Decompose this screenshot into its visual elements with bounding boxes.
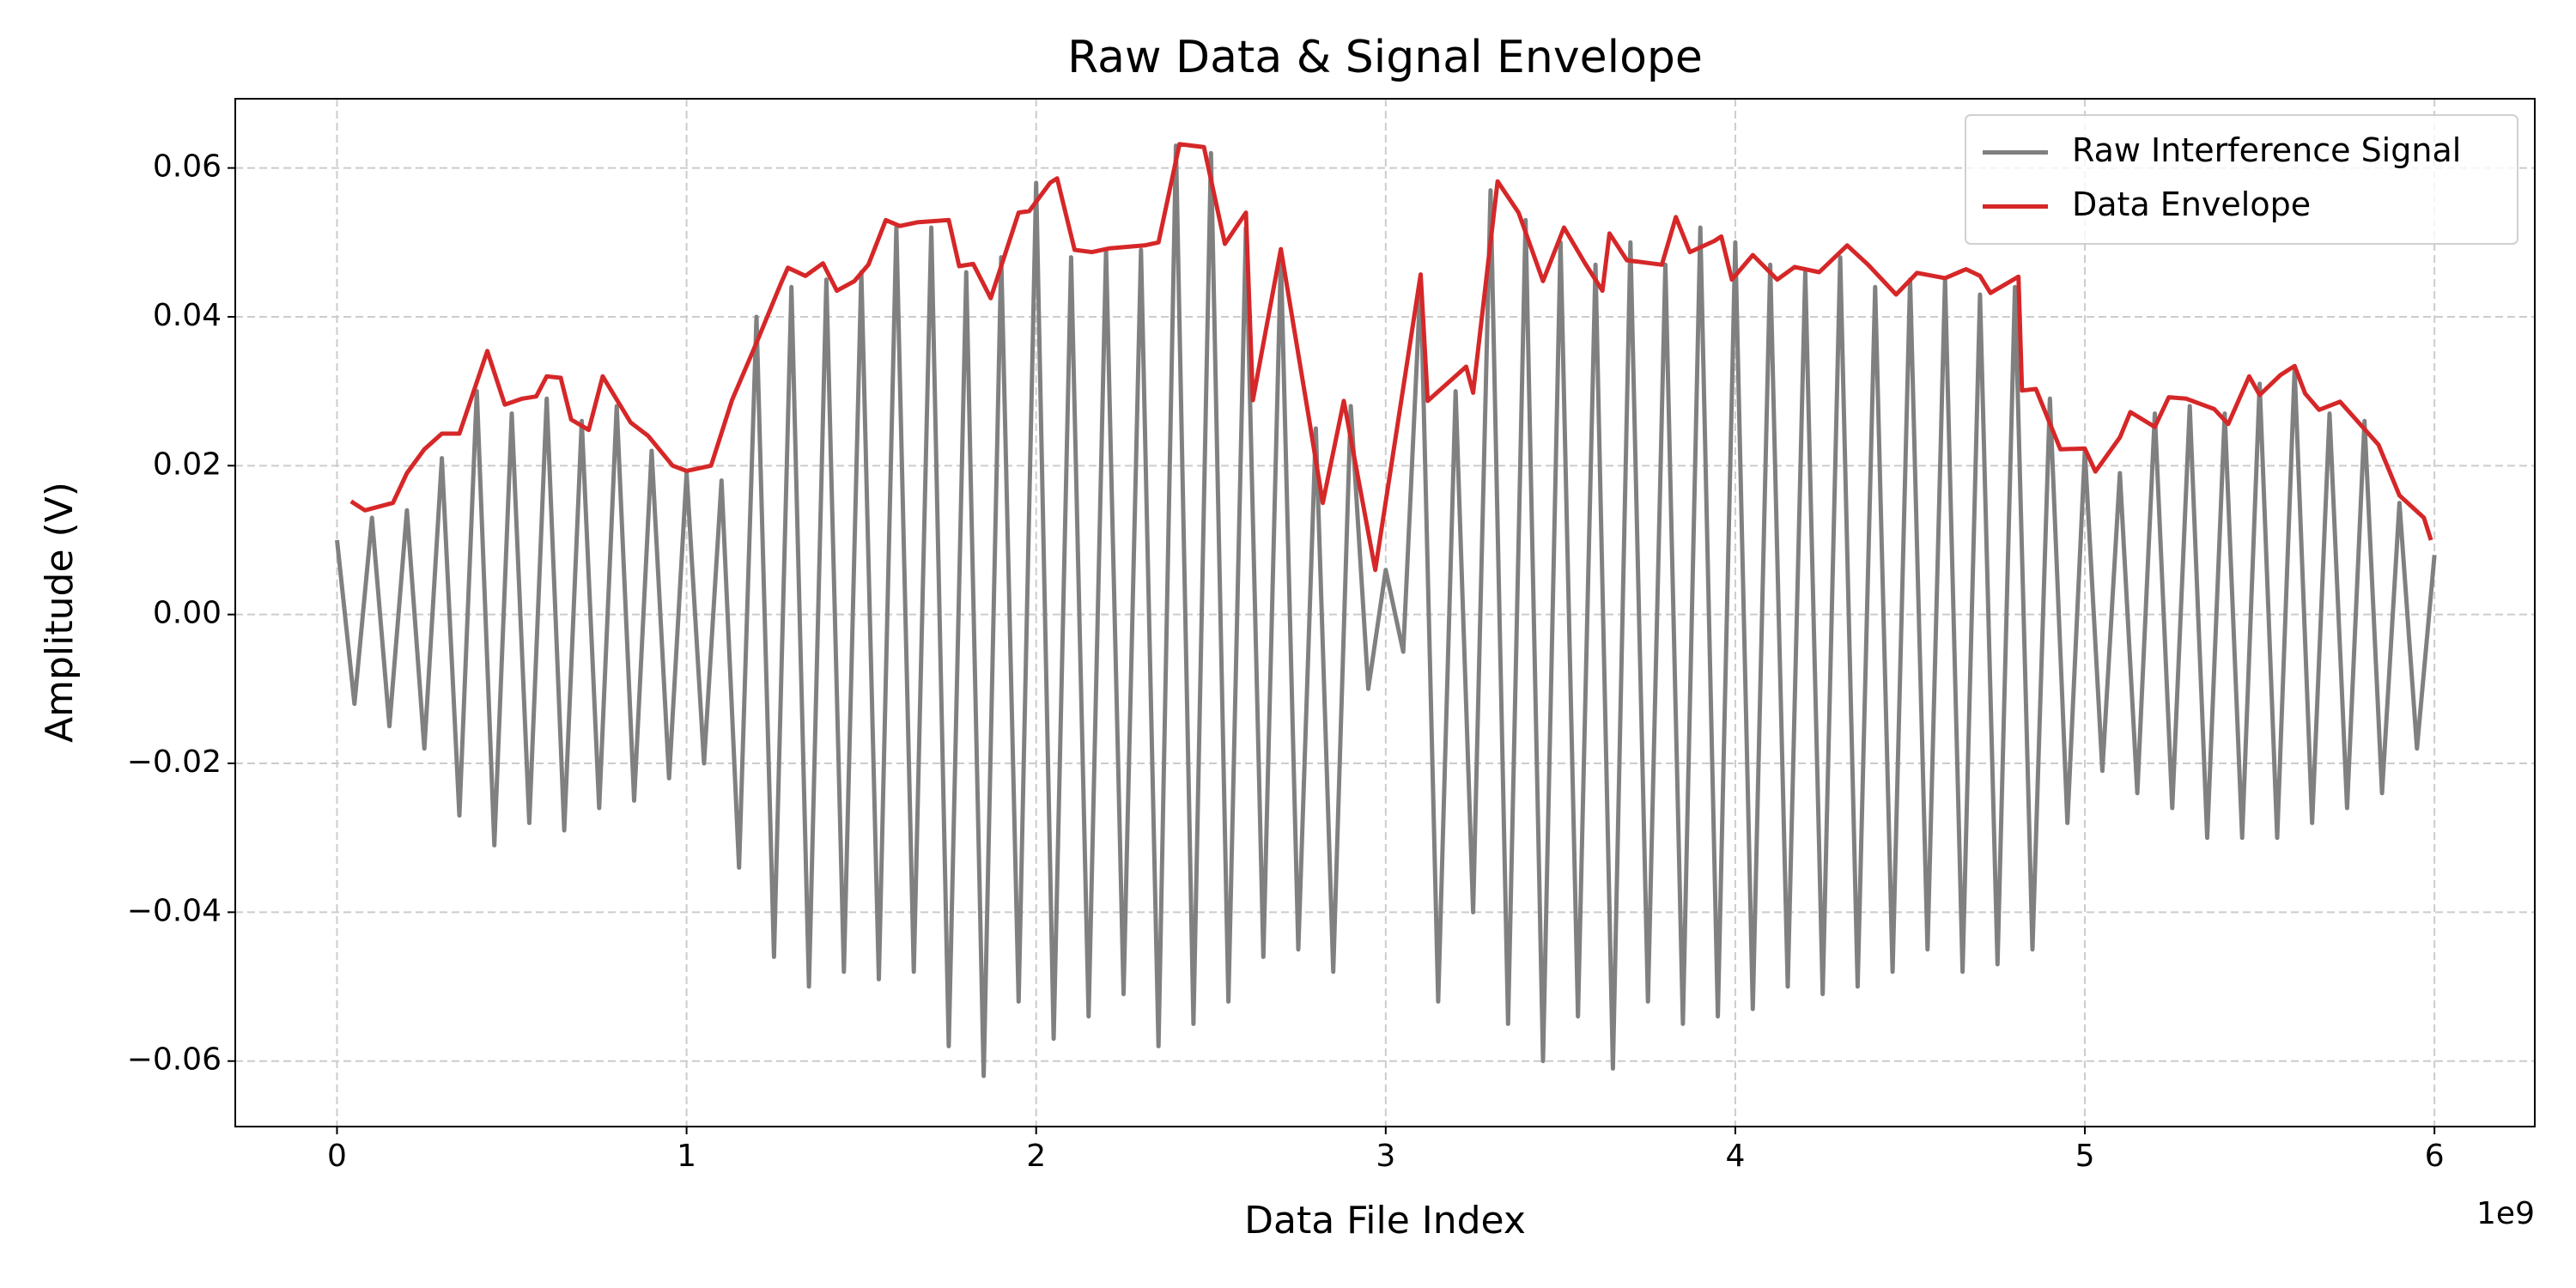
- y-tick-label: 0.04: [153, 298, 222, 333]
- x-tick-label: 6: [2425, 1139, 2445, 1174]
- legend-label: Raw Interference Signal: [2072, 131, 2461, 169]
- chart-title: Raw Data & Signal Envelope: [1067, 32, 1703, 83]
- series-line: [349, 142, 2433, 573]
- x-tick-label: 0: [327, 1139, 347, 1174]
- ticks: 0 1 2 3 4 5 6 −0.06 −0.04 −0.02 0.00 0.02 0.04 0.06: [127, 149, 2445, 1174]
- x-tick-label: 5: [2075, 1139, 2095, 1174]
- y-tick-label: 0.00: [153, 596, 222, 631]
- x-tick-label: 1: [677, 1139, 696, 1174]
- x-tick-label: 3: [1376, 1139, 1395, 1174]
- x-axis-label: Data File Index: [1244, 1199, 1526, 1242]
- legend-label: Data Envelope: [2072, 185, 2311, 223]
- x-tick-label: 4: [1725, 1139, 1745, 1174]
- y-tick-label: −0.04: [127, 893, 222, 928]
- x-offset-label: 1e9: [2476, 1196, 2535, 1231]
- legend: Raw Interference Signal Data Envelope: [1965, 114, 2518, 245]
- y-axis-label: Amplitude (V): [38, 482, 82, 743]
- legend-box: [1965, 114, 2518, 245]
- plot-area: [335, 142, 2437, 1078]
- y-tick-label: −0.02: [127, 744, 222, 780]
- y-tick-label: 0.02: [153, 447, 222, 482]
- y-tick-label: 0.06: [153, 149, 222, 185]
- x-tick-label: 2: [1026, 1139, 1046, 1174]
- y-tick-label: −0.06: [127, 1042, 222, 1078]
